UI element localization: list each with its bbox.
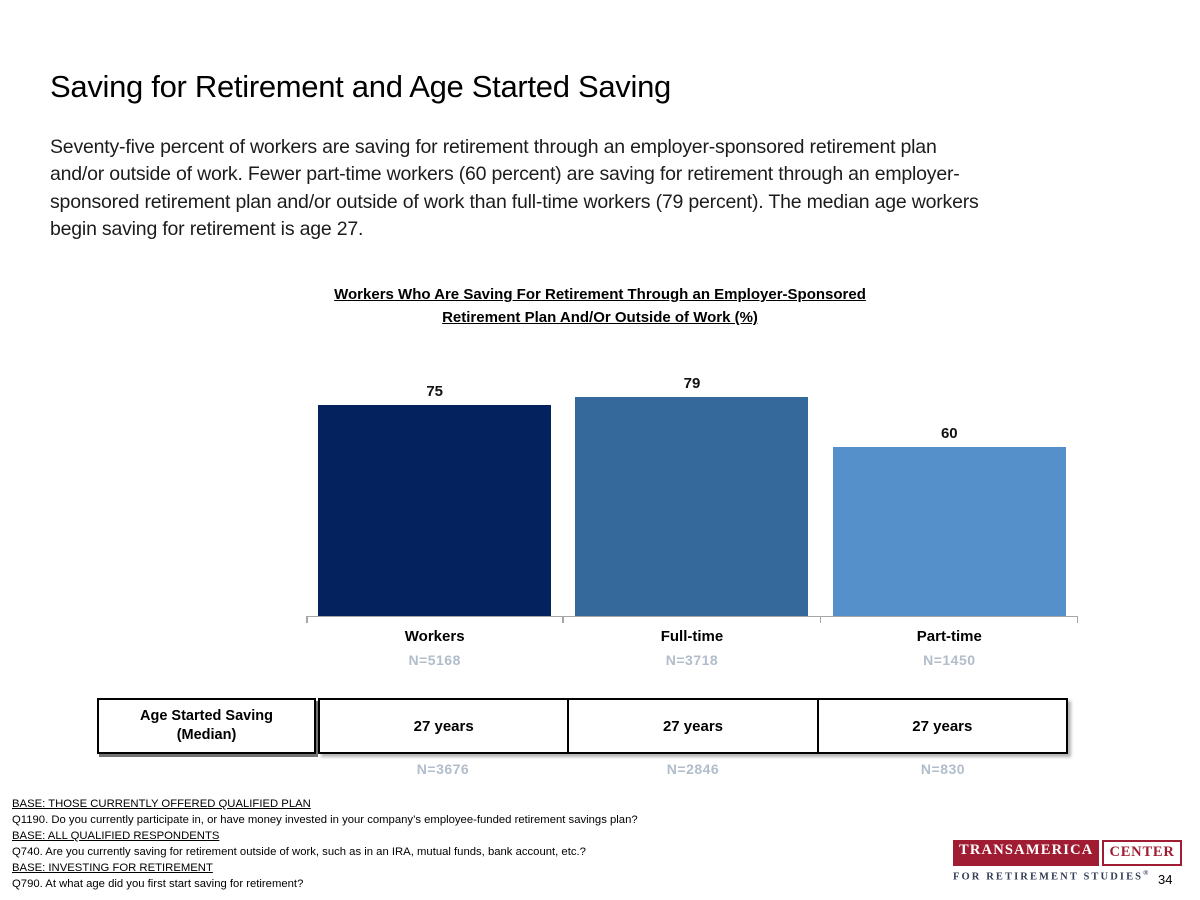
transamerica-logo: TRANSAMERICA CENTER FOR RETIREMENT STUDI…	[953, 840, 1182, 883]
sample-size-label: N=5168	[408, 652, 461, 668]
logo-row: TRANSAMERICA CENTER	[953, 840, 1182, 866]
logo-tagline-text: FOR RETIREMENT STUDIES	[953, 871, 1144, 883]
sample-size-label: N=3718	[665, 652, 719, 668]
axis-tick	[1076, 616, 1078, 623]
axis-tick	[562, 616, 564, 623]
bar	[318, 405, 552, 616]
bar-chart: 75 79 60 Workers Full-time Part-time N=5168 N…	[306, 375, 1078, 668]
sample-size-row: N=5168 N=3718 N=1450	[306, 652, 1078, 668]
footnotes: BASE: THOSE CURRENTLY OFFERED QUALIFIED …	[12, 797, 892, 892]
registered-trademark-icon: ®	[1143, 869, 1149, 877]
median-table-header: Age Started Saving (Median)	[97, 698, 316, 754]
sample-size-label: N=1450	[923, 652, 976, 668]
category-labels-row: Workers Full-time Part-time	[306, 628, 1078, 645]
logo-center-box: CENTER	[1102, 840, 1182, 866]
bar-group: 60	[821, 375, 1078, 616]
footnote-line: BASE: THOSE CURRENTLY OFFERED QUALIFIED …	[12, 798, 311, 810]
bar-value-label: 60	[940, 425, 958, 443]
footnote-line: Q790. At what age did you first start sa…	[12, 877, 304, 890]
category-label: Full-time	[660, 628, 724, 645]
footnote-line: Q1190. Do you currently participate in, …	[12, 813, 638, 826]
bars-row: 75 79 60	[306, 375, 1078, 623]
bar-value-label: 79	[683, 375, 701, 392]
bar	[575, 397, 809, 616]
median-sample-size-label: N=830	[920, 761, 966, 777]
logo-tagline: FOR RETIREMENT STUDIES®	[953, 869, 1182, 883]
footnote-line: BASE: ALL QUALIFIED RESPONDENTS	[12, 829, 220, 842]
page-number: 34	[1158, 872, 1173, 887]
median-cell: 27 years	[818, 698, 1068, 754]
median-sample-size-row: N=3676 N=2846 N=830	[318, 761, 1068, 777]
footnote-line: Q740. Are you currently saving for retir…	[12, 845, 586, 858]
median-sample-size-label: N=3676	[416, 761, 470, 777]
body-paragraph: Seventy-five percent of workers are savi…	[50, 135, 979, 241]
category-label: Part-time	[916, 628, 982, 645]
median-sample-size-label: N=2846	[666, 761, 720, 777]
median-cell: 27 years	[318, 698, 570, 754]
axis-tick	[819, 616, 822, 623]
median-table-cells: 27 years 27 years 27 years	[318, 698, 1068, 754]
median-cell: 27 years	[569, 698, 819, 754]
bar-group: 79	[563, 375, 820, 616]
axis-tick	[306, 616, 308, 623]
footnote-line: BASE: INVESTING FOR RETIREMENT	[12, 861, 213, 874]
bar-group: 75	[306, 375, 563, 616]
slide-title: Saving for Retirement and Age Started Sa…	[50, 68, 671, 104]
category-label: Workers	[404, 628, 465, 645]
bar-value-label: 75	[426, 383, 443, 401]
chart-title: Workers Who Are Saving For Retirement Th…	[334, 286, 866, 326]
logo-brand-box: TRANSAMERICA	[953, 840, 1100, 866]
bar	[832, 447, 1066, 616]
